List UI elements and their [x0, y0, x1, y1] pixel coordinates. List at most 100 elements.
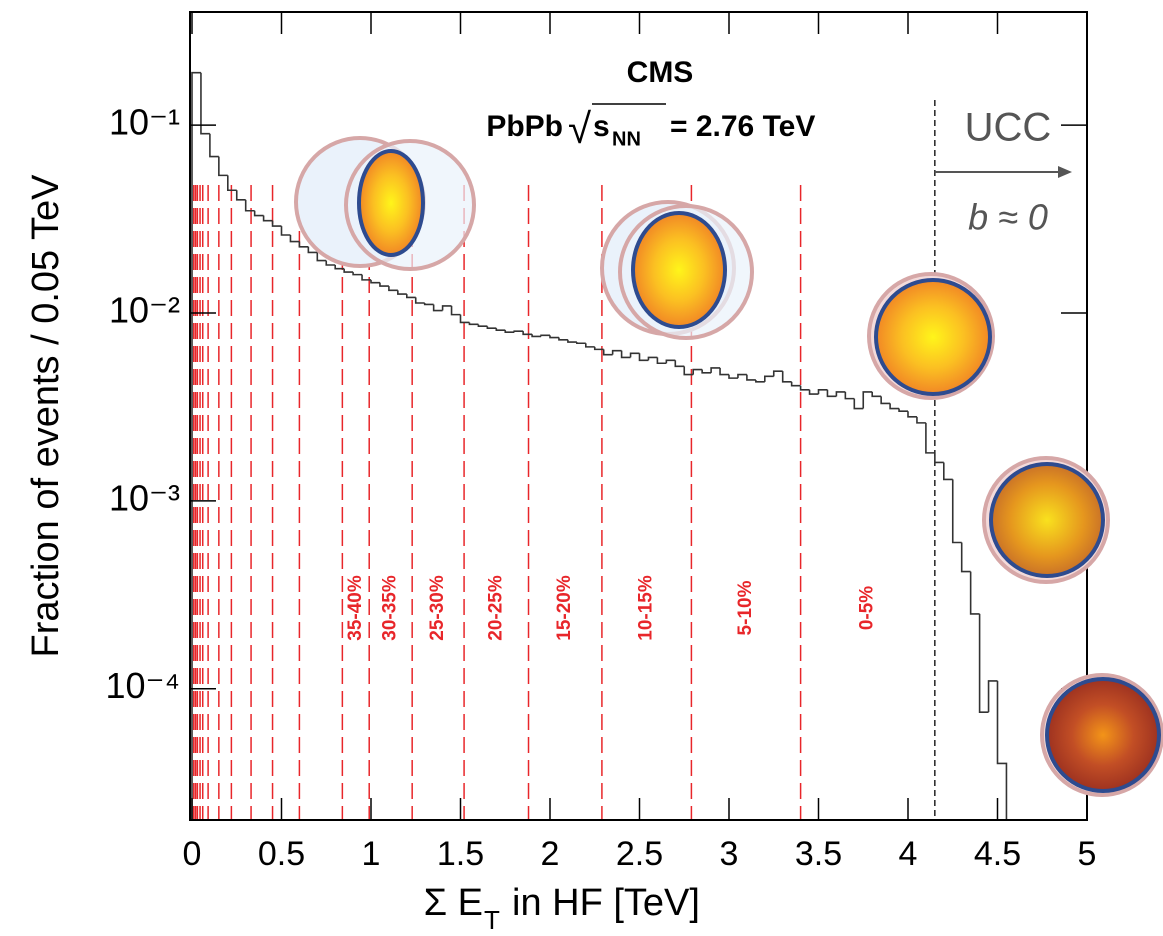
energy-radical: √	[568, 105, 592, 152]
ucc-label: UCC	[965, 106, 1052, 150]
overlap	[874, 278, 992, 396]
histogram-bin	[943, 462, 953, 481]
histogram-bin	[907, 411, 917, 418]
histogram-bin	[271, 220, 282, 227]
x-label-subscript: T	[484, 905, 500, 935]
overlap	[989, 462, 1105, 578]
histogram-bin	[853, 398, 864, 410]
histogram-bin	[504, 330, 515, 333]
y-tick-label: 10⁻⁴	[105, 665, 180, 706]
centrality-label: 5-10%	[735, 580, 756, 635]
histogram-bin	[406, 294, 416, 299]
x-label-main: Σ E	[424, 882, 483, 924]
x-axis-label: Σ E T in HF [TeV]	[424, 882, 700, 935]
histogram-bin	[585, 343, 595, 348]
histogram-bin	[674, 360, 685, 368]
histogram-bin	[468, 322, 479, 326]
histogram-bin	[728, 374, 738, 379]
histogram-bin	[432, 304, 443, 312]
y-axis-label: Fraction of events / 0.05 TeV	[25, 174, 67, 658]
x-tick-label: 1	[362, 835, 381, 873]
histogram-bin	[352, 272, 363, 276]
histogram-bin	[987, 680, 998, 713]
histogram-bin	[370, 279, 380, 284]
histogram-bin	[459, 314, 470, 324]
x-tick-label: 0.5	[258, 835, 305, 873]
histogram-bin	[298, 241, 309, 248]
histogram-bin	[701, 369, 712, 374]
x-tick-label: 3	[720, 835, 739, 873]
histogram-bin	[835, 391, 846, 397]
histogram-bin	[423, 302, 434, 306]
histogram-bin	[576, 342, 586, 345]
histogram-bin	[495, 328, 506, 331]
centrality-label: 30-35%	[380, 575, 401, 641]
histogram-bin	[558, 337, 568, 341]
histogram-bin	[209, 133, 219, 158]
histogram-bin	[746, 374, 756, 381]
histogram-bin	[629, 352, 640, 358]
histogram-bin	[611, 349, 622, 355]
histogram-bin	[960, 542, 971, 573]
y-tick-label: 10⁻¹	[109, 102, 180, 143]
histogram-bin	[880, 396, 891, 405]
histogram-bin	[397, 290, 407, 295]
histogram-bin	[388, 286, 398, 292]
x-tick-label: 5	[1078, 835, 1097, 873]
histogram-bin	[719, 367, 729, 376]
energy-prefix: PbPb	[486, 110, 563, 143]
overlap	[1045, 677, 1161, 793]
histogram-bin	[665, 359, 676, 364]
centrality-label: 10-15%	[636, 575, 657, 641]
x-tick-label: 1.5	[437, 835, 484, 873]
histogram-bin	[343, 268, 354, 273]
y-tick-label: 10⁻³	[109, 477, 180, 518]
histogram-bin	[898, 408, 908, 412]
energy-radicand: s	[593, 110, 610, 143]
histogram-bin	[755, 379, 765, 383]
histogram-bin	[280, 226, 291, 236]
histogram-bin	[602, 349, 613, 356]
x-tick-label: 2.5	[616, 835, 663, 873]
overlap	[357, 149, 425, 257]
histogram-bin	[593, 346, 604, 351]
histogram-bin	[844, 391, 855, 400]
histogram-bin	[531, 334, 542, 338]
plot-area: 35-40% 30-35% 25-30% 20-25% 15-20% 10-15% 5-10…	[190, 12, 1088, 820]
overlap	[631, 211, 727, 329]
ucc-arrowhead	[1058, 166, 1072, 178]
histogram-bin	[781, 371, 792, 383]
histogram-bin	[656, 357, 667, 365]
histogram-bin	[414, 297, 425, 304]
histogram-bin	[567, 339, 577, 343]
nuclei	[294, 136, 1163, 797]
histogram-bin	[227, 175, 237, 192]
histogram-bin	[808, 389, 819, 395]
histogram-bin	[772, 370, 783, 377]
histogram-bin	[620, 350, 631, 359]
energy-subscript: NN	[612, 128, 641, 150]
histogram-bin	[441, 305, 452, 311]
histogram-bin	[218, 156, 228, 177]
histogram-bin	[262, 215, 273, 222]
histogram-bin	[951, 479, 962, 544]
centrality-label: 25-30%	[427, 575, 448, 641]
histogram-bin	[235, 190, 246, 201]
histogram-bin	[513, 330, 524, 333]
energy-label: PbPb √ s NN = 2.76 TeV	[486, 103, 815, 152]
histogram-bin	[334, 265, 345, 270]
histogram-bin	[307, 246, 318, 254]
histogram-bin	[862, 391, 873, 409]
histogram-bin	[191, 71, 201, 820]
histogram-bin	[790, 381, 801, 387]
histogram-bin	[817, 388, 828, 395]
x-label-rest: in HF [TeV]	[512, 882, 700, 924]
histogram-bin	[996, 680, 1008, 820]
histogram-bin	[361, 274, 371, 281]
impact-label: b ≈ 0	[968, 197, 1048, 238]
chart-title: CMS	[627, 56, 694, 89]
centrality-label: 0-5%	[857, 586, 878, 630]
histogram-bin	[289, 235, 300, 243]
histogram-bin	[710, 367, 721, 373]
histogram-bin	[325, 260, 336, 266]
